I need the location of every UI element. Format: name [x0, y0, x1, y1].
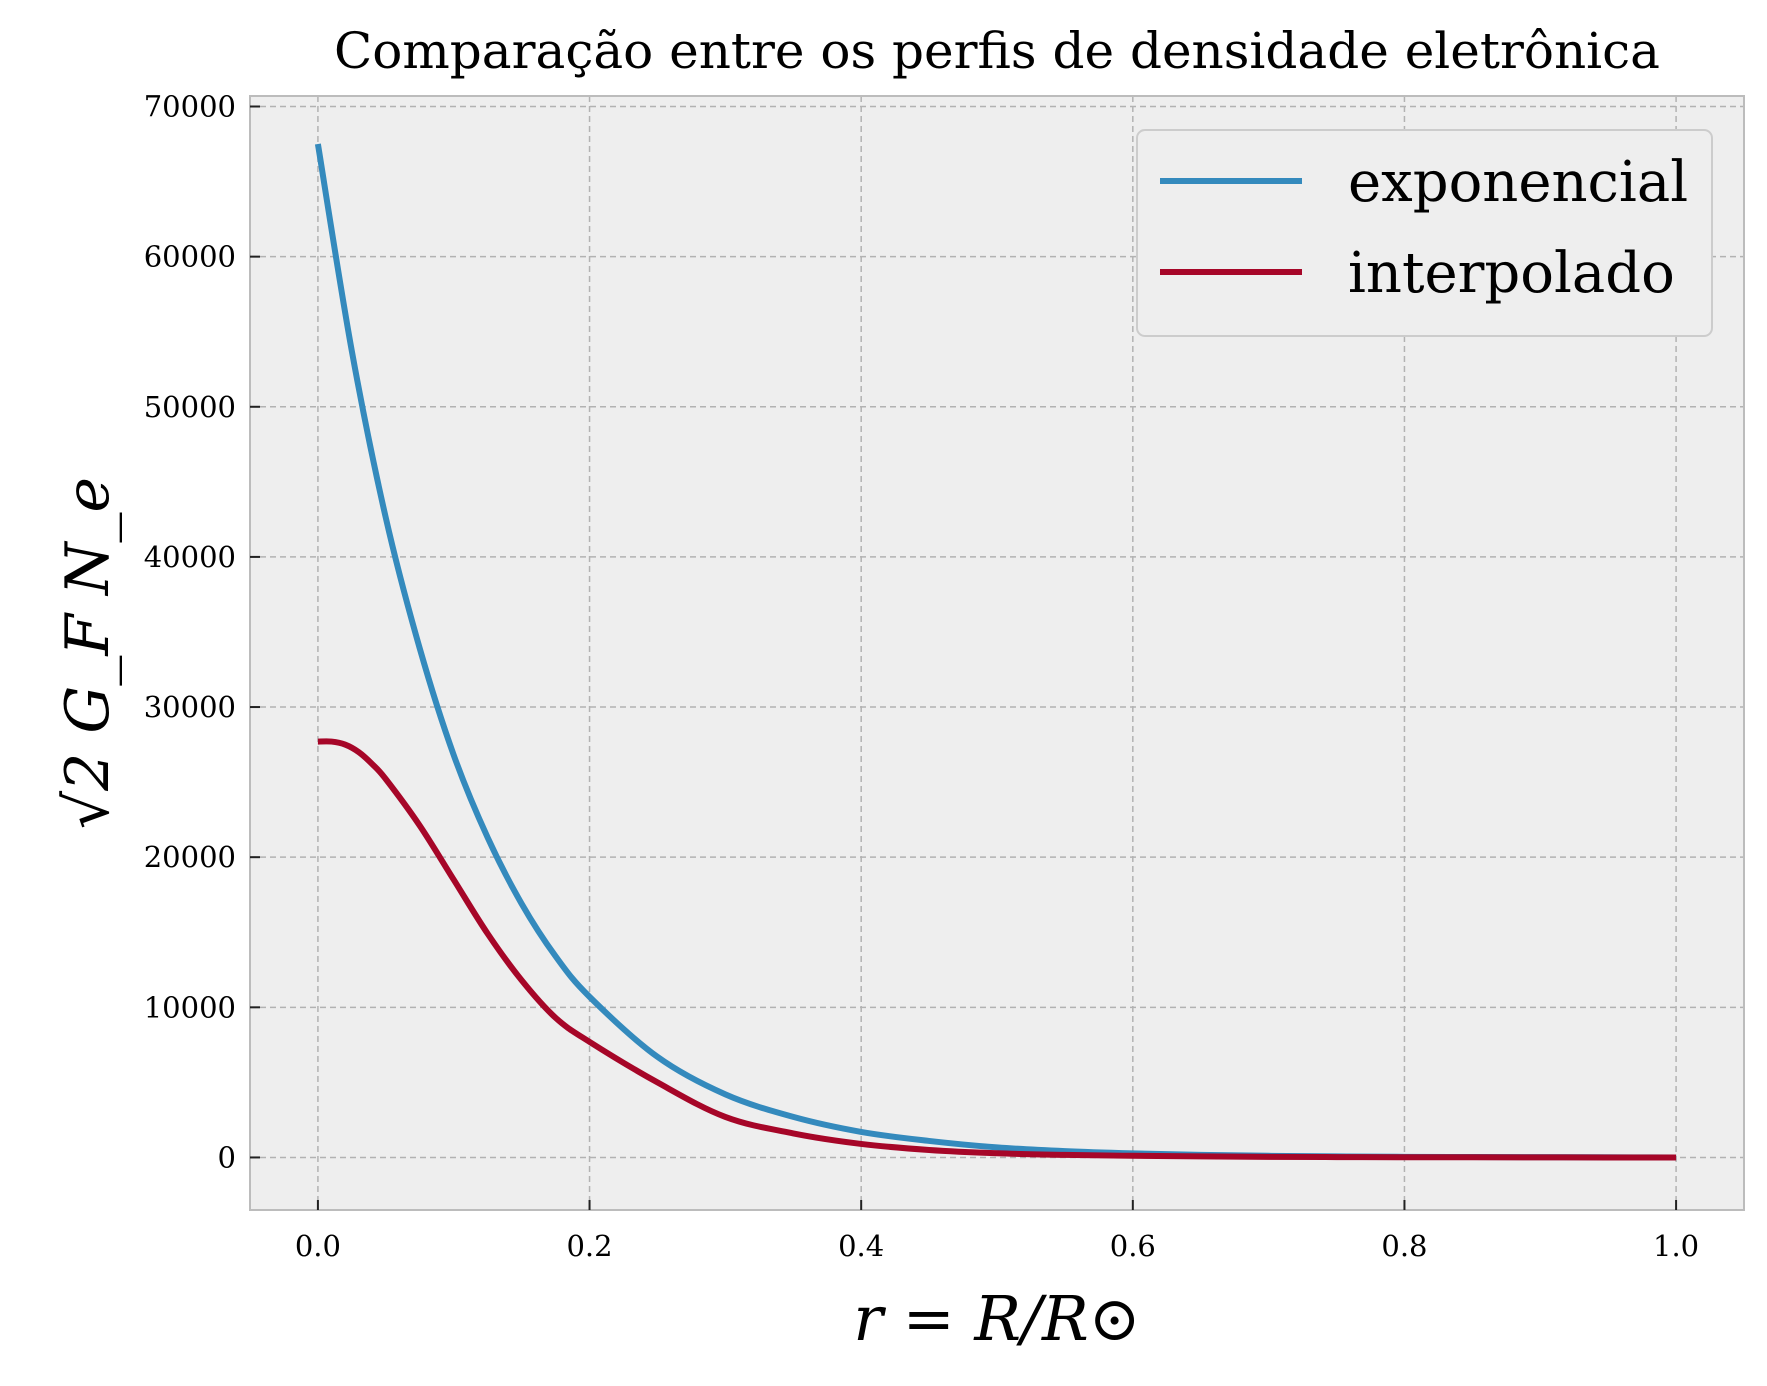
x-tick-label: 0.6 [1110, 1229, 1156, 1263]
x-tick-label: 0.2 [566, 1229, 612, 1263]
legend-label-interpolado: interpolado [1348, 241, 1675, 306]
series-line-interpolado [317, 738, 1677, 1161]
x-axis-label: r = R/R⊙ [853, 1282, 1140, 1355]
legend-label-exponencial: exponencial [1348, 150, 1688, 215]
legend: exponencial interpolado [1136, 129, 1713, 337]
y-axis-label: √2 G_F N_e [53, 477, 123, 829]
y-tick-label: 10000 [144, 990, 236, 1024]
plot-frame [249, 95, 1745, 1211]
y-tick-label: 0 [218, 1140, 236, 1174]
x-tick-label: 1.0 [1653, 1229, 1699, 1263]
x-tick-label: 0.0 [295, 1229, 341, 1263]
y-tick-label: 30000 [144, 690, 236, 724]
series-layer [314, 143, 1677, 1161]
x-tick-label: 0.4 [838, 1229, 884, 1263]
y-tick-label: 50000 [144, 390, 236, 424]
y-tick-label: 70000 [144, 90, 236, 124]
y-tick-label: 40000 [144, 540, 236, 574]
ticks: 0.0 0.2 0.4 0.6 0.8 1.0 0 10000 20000 30000 40000 5… [144, 90, 1699, 1263]
chart-title: Comparação entre os perfis de densidade … [334, 22, 1660, 80]
x-tick-label: 0.8 [1381, 1229, 1427, 1263]
y-tick-label: 20000 [144, 840, 236, 874]
y-tick-label: 60000 [144, 240, 236, 274]
